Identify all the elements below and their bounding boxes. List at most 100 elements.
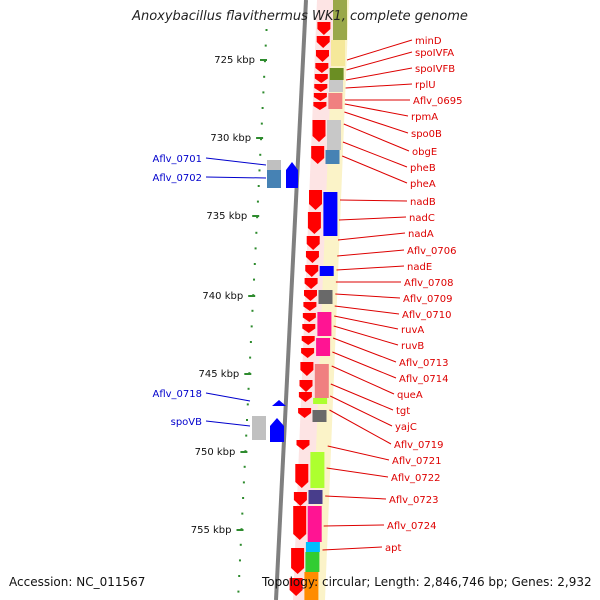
plus-strand-gene-arrow[interactable] (315, 63, 329, 73)
minor-tick (265, 29, 268, 31)
plus-strand-gene-arrow[interactable] (312, 120, 326, 142)
plus-strand-gene-arrow[interactable] (313, 93, 327, 101)
gene-feature-box[interactable] (307, 506, 322, 542)
plus-strand-gene-arrow[interactable] (311, 146, 325, 164)
gene-label[interactable]: obgE (412, 147, 437, 158)
gene-label[interactable]: tgt (396, 406, 410, 417)
plus-strand-gene-arrow[interactable] (293, 506, 307, 540)
minor-tick (253, 278, 256, 281)
minus-strand-gene-arrow[interactable] (323, 192, 338, 236)
gene-label[interactable]: Aflv_0713 (399, 358, 449, 369)
gene-feature-box[interactable] (313, 398, 328, 404)
plus-strand-gene-arrow[interactable] (298, 392, 312, 402)
gene-label[interactable]: ruvB (401, 341, 424, 352)
plus-strand-gene-arrow[interactable] (289, 578, 303, 596)
gene-label[interactable]: spoVB (171, 417, 203, 428)
gene-feature-box[interactable] (305, 552, 320, 572)
gene-feature-box[interactable] (325, 150, 340, 164)
gene-label[interactable]: spoIVFA (415, 48, 454, 59)
gene-label[interactable]: pheA (410, 179, 436, 190)
gene-feature-box[interactable] (312, 410, 327, 422)
minus-strand-gene-arrow[interactable] (270, 418, 284, 442)
gene-label[interactable]: Aflv_0721 (392, 456, 442, 467)
gene-label[interactable]: pheB (410, 163, 436, 174)
gene-label[interactable]: nadC (409, 213, 435, 224)
gene-label[interactable]: yajC (395, 422, 417, 433)
gene-feature-box[interactable] (310, 452, 325, 488)
gene-feature-box[interactable] (333, 0, 347, 40)
gene-label[interactable]: nadA (408, 229, 434, 240)
label-leader-line (330, 383, 394, 411)
gene-feature-box[interactable] (329, 68, 344, 80)
plus-strand-gene-arrow[interactable] (302, 313, 316, 322)
gene-label[interactable]: Aflv_0708 (404, 278, 454, 289)
plus-strand-gene-arrow[interactable] (306, 236, 320, 250)
plus-strand-gene-arrow[interactable] (317, 22, 331, 35)
gene-feature-box[interactable] (267, 170, 281, 188)
plus-strand-gene-arrow[interactable] (305, 265, 319, 277)
plus-strand-gene-arrow[interactable] (291, 548, 305, 574)
gene-label[interactable]: Aflv_0706 (407, 246, 457, 257)
gene-label[interactable]: nadE (407, 262, 432, 273)
gene-label[interactable]: spoIVFB (415, 64, 455, 75)
plus-strand-gene-arrow[interactable] (301, 336, 315, 345)
gene-label[interactable]: apt (385, 543, 401, 554)
gene-feature-box[interactable] (316, 338, 331, 356)
gene-feature-box[interactable] (328, 93, 343, 109)
gene-label[interactable]: Aflv_0723 (389, 495, 439, 506)
plus-strand-gene-arrow[interactable] (304, 278, 318, 289)
gene-feature-box[interactable] (252, 416, 266, 440)
gene-feature-box[interactable] (305, 542, 320, 552)
plus-strand-gene-arrow[interactable] (301, 348, 315, 358)
gene-feature-box[interactable] (267, 160, 281, 170)
minus-strand-gene-arrow[interactable] (319, 266, 334, 276)
plus-strand-gene-arrow[interactable] (300, 362, 314, 376)
gene-label[interactable]: queA (397, 390, 423, 401)
gene-label[interactable]: Aflv_0710 (402, 310, 452, 321)
plus-strand-gene-arrow[interactable] (305, 251, 319, 263)
plus-strand-gene-arrow[interactable] (307, 212, 321, 234)
plus-strand-gene-arrow[interactable] (316, 50, 329, 62)
plus-strand-gene-arrow[interactable] (316, 36, 330, 48)
gene-feature-box[interactable] (314, 364, 329, 398)
gene-label[interactable]: Aflv_0724 (387, 521, 437, 532)
plus-strand-gene-arrow[interactable] (302, 324, 316, 333)
plus-strand-gene-arrow[interactable] (304, 290, 317, 301)
gene-feature-box[interactable] (304, 572, 319, 600)
major-tick (252, 215, 260, 217)
gene-label[interactable]: minD (415, 36, 442, 47)
plus-strand-gene-arrow[interactable] (314, 84, 328, 92)
minor-tick (255, 231, 258, 234)
gene-label[interactable]: Aflv_0719 (394, 440, 444, 451)
gene-label[interactable]: Aflv_0722 (391, 473, 441, 484)
plus-strand-gene-arrow[interactable] (299, 380, 313, 392)
gene-label[interactable]: rpmA (411, 112, 438, 123)
minor-tick (246, 403, 249, 406)
gene-label[interactable]: Aflv_0709 (403, 294, 453, 305)
plus-strand-gene-arrow[interactable] (295, 464, 309, 488)
gene-feature-box[interactable] (317, 312, 332, 336)
gene-label[interactable]: spo0B (411, 129, 442, 140)
gene-label[interactable]: nadB (410, 197, 436, 208)
gene-label[interactable]: Aflv_0702 (152, 173, 202, 184)
gene-feature-box[interactable] (329, 80, 343, 92)
gene-feature-box[interactable] (318, 290, 333, 304)
plus-strand-gene-arrow[interactable] (298, 408, 312, 418)
plus-strand-gene-arrow[interactable] (314, 74, 328, 83)
plus-strand-gene-arrow[interactable] (313, 102, 327, 110)
gene-feature-box[interactable] (327, 120, 341, 150)
gene-label[interactable]: ruvA (401, 325, 424, 336)
plus-strand-gene-arrow[interactable] (309, 190, 322, 210)
gene-feature-box[interactable] (308, 490, 323, 504)
gene-label[interactable]: Aflv_0695 (413, 96, 463, 107)
plus-strand-gene-arrow[interactable] (303, 302, 317, 311)
plus-strand-gene-arrow[interactable] (296, 440, 310, 450)
gene-feature-box[interactable] (331, 40, 345, 66)
gene-label[interactable]: rplU (415, 80, 436, 91)
plus-strand-gene-arrow[interactable] (293, 492, 307, 506)
gene-label[interactable]: Aflv_0718 (152, 389, 202, 400)
gene-label[interactable]: Aflv_0714 (399, 374, 449, 385)
minus-strand-gene-arrow[interactable] (272, 400, 286, 406)
minus-strand-gene-arrow[interactable] (286, 162, 298, 188)
gene-label[interactable]: Aflv_0701 (152, 154, 202, 165)
